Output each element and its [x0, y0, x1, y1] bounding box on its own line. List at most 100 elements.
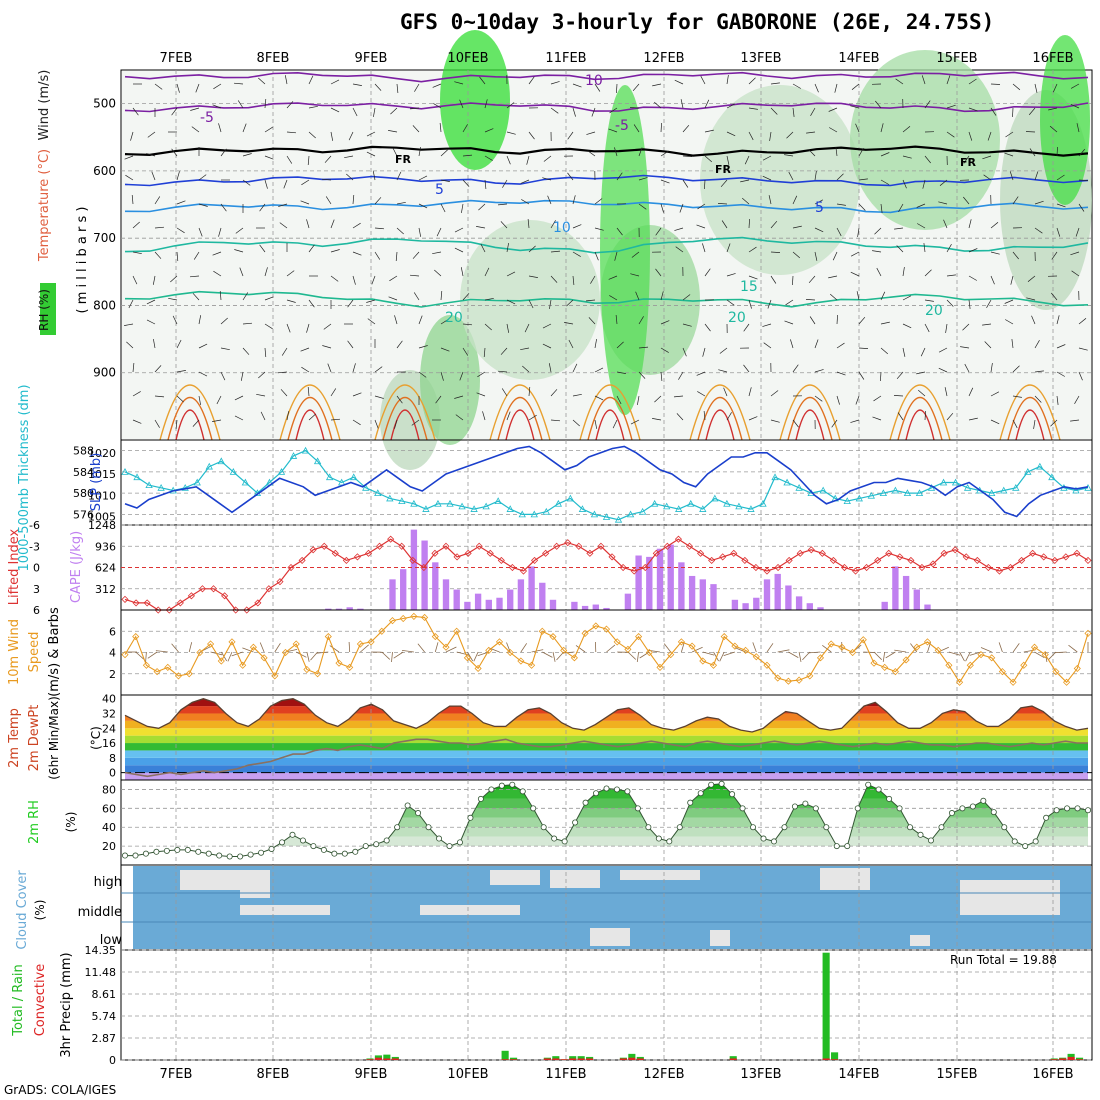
upper-wind-barb	[550, 220, 556, 229]
wind-speed-point	[602, 625, 611, 633]
upper-wind-barb	[770, 220, 778, 229]
cloud-gap	[620, 870, 700, 880]
upper-wind-barb	[192, 419, 200, 427]
temperature-band	[125, 720, 1088, 729]
upper-wind-barb	[814, 83, 819, 93]
upper-wind-barb	[638, 203, 647, 210]
2m-rh-point	[980, 797, 987, 804]
lifted-index-point	[863, 563, 871, 572]
surface-wind-barb	[894, 649, 907, 653]
cape-bar	[624, 593, 632, 610]
temperature-band	[125, 750, 1088, 758]
upper-wind-barb	[308, 75, 314, 85]
upper-wind-barb	[154, 83, 163, 90]
wind-speed-point	[1084, 629, 1092, 637]
2m-rh-point	[781, 824, 788, 831]
thickness-point	[1036, 462, 1044, 470]
upper-wind-barb	[836, 342, 845, 349]
cape-tick-label: 936	[95, 540, 116, 553]
isotherm-line	[124, 236, 1089, 254]
lifted-index-point	[918, 563, 926, 572]
upper-wind-barb	[1034, 227, 1043, 234]
cloud-gap	[550, 870, 600, 888]
wind-tick-label: 2	[109, 668, 116, 681]
upper-wind-barb	[874, 227, 882, 235]
2m-rh-point	[666, 838, 673, 845]
thickness-point	[1000, 486, 1008, 494]
upper-wind-barb	[990, 391, 1000, 397]
2m-rh-point	[634, 805, 641, 812]
upper-wind-barb	[480, 243, 486, 253]
upper-wind-barb	[1012, 251, 1019, 260]
precip-total-bar	[383, 1054, 391, 1060]
upper-wind-barb	[549, 299, 552, 309]
rh-tick-label: 20	[102, 840, 116, 853]
upper-wind-barb	[748, 275, 758, 280]
upper-wind-barb	[946, 244, 952, 253]
upper-wind-barb	[366, 299, 376, 303]
lifted-index-point	[907, 556, 915, 564]
upper-wind-barb	[946, 412, 954, 421]
thickness-point	[578, 505, 587, 512]
rh-tick-label: 80	[102, 783, 116, 796]
2m-rh-point	[1085, 807, 1092, 814]
upper-wind-barb	[786, 131, 794, 139]
upper-wind-barb	[638, 346, 649, 349]
upper-wind-barb	[568, 339, 574, 349]
upper-wind-barb	[968, 78, 977, 85]
upper-wind-barb	[1031, 315, 1036, 325]
lifted-index-point	[719, 553, 727, 561]
upper-wind-barb	[550, 389, 558, 397]
upper-wind-barb	[770, 419, 780, 423]
upper-wind-barb	[1076, 123, 1080, 133]
wind-speed-point	[538, 627, 546, 635]
precip-convective-bar	[729, 1058, 737, 1060]
upper-wind-barb	[347, 340, 354, 349]
isotherm-line	[124, 102, 1089, 113]
thickness-point	[687, 499, 695, 507]
lifted-index-point	[896, 553, 904, 561]
2m-rh-point	[122, 852, 129, 859]
upper-wind-barb	[814, 171, 817, 181]
cape-bar	[763, 579, 771, 610]
lifted-index-point	[697, 549, 705, 557]
upper-wind-barb	[674, 79, 684, 85]
2m-rh-point	[718, 780, 725, 787]
2m-rh-point	[561, 838, 568, 845]
2m-rh-point	[1011, 838, 1018, 845]
upper-wind-barb	[506, 131, 516, 135]
lifted-index-point	[1029, 549, 1037, 557]
upper-wind-barb	[770, 390, 779, 397]
lifted-index-point	[497, 556, 505, 564]
upper-wind-barb	[220, 371, 226, 381]
temperature-band	[125, 735, 1088, 744]
wind-speed-point	[1009, 678, 1017, 686]
lifted-index-point	[630, 567, 638, 575]
upper-wind-barb	[520, 179, 530, 184]
thickness-point	[494, 497, 502, 504]
warm-isotherm-arch	[705, 409, 735, 441]
rh-band	[125, 798, 1088, 809]
upper-wind-barb	[524, 323, 530, 333]
upper-wind-barb	[608, 275, 618, 280]
upper-wind-barb	[462, 323, 473, 326]
upper-wind-barb	[921, 75, 926, 85]
2m-rh-point	[948, 810, 955, 817]
warm-isotherm-arch	[905, 409, 935, 441]
surface-wind-barb	[873, 651, 882, 660]
lifted-index-point	[453, 553, 461, 561]
cape-bar	[710, 584, 717, 610]
upper-wind-barb	[409, 107, 420, 110]
cloud-gap	[960, 880, 1060, 915]
upper-wind-barb	[176, 200, 186, 205]
cape-axis-label: CAPE (J/kg)	[69, 531, 84, 603]
cape-bar	[881, 601, 888, 610]
temperature-band	[125, 698, 1088, 707]
surface-wind-barb	[713, 651, 719, 662]
precip-axis-label-3: 3hr Precip (mm)	[59, 952, 74, 1057]
upper-wind-barb	[462, 124, 468, 133]
upper-wind-barb	[1028, 107, 1036, 116]
precip-convective-bar	[1067, 1056, 1075, 1060]
upper-wind-barb	[831, 419, 838, 428]
upper-wind-barb	[283, 179, 288, 189]
